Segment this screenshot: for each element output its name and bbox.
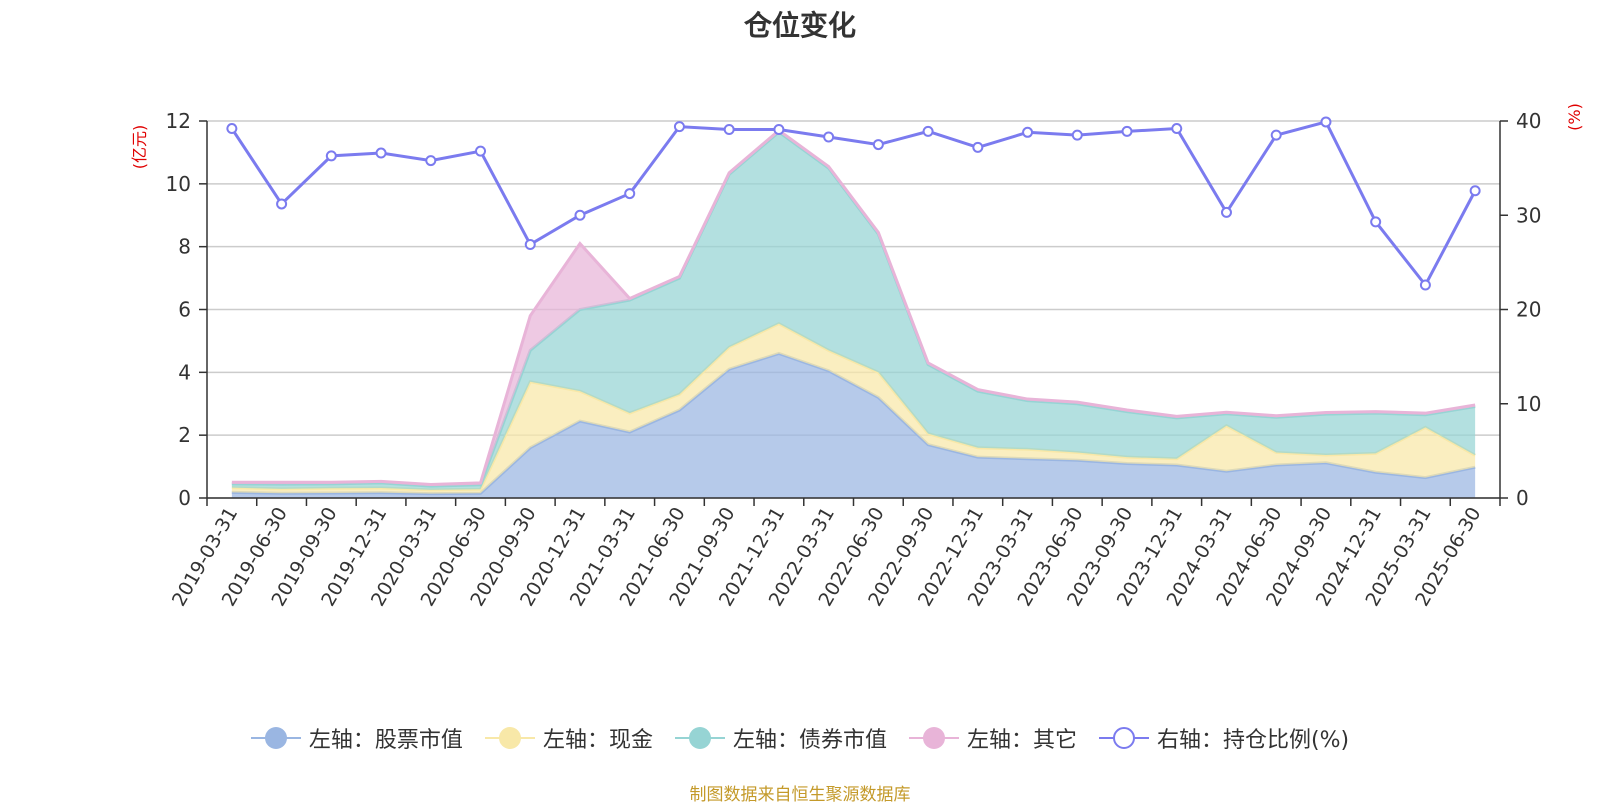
y-right-tick-label: 0 (1516, 486, 1529, 510)
ratio-point (1121, 125, 1133, 137)
ratio-point (1022, 126, 1034, 138)
legend-marker-icon (908, 725, 959, 751)
ratio-point (823, 131, 835, 143)
legend-marker-icon (484, 725, 535, 751)
ratio-point (773, 123, 785, 135)
y-right-tick-label: 10 (1516, 392, 1541, 416)
y-right-tick-label: 40 (1516, 109, 1541, 133)
ratio-point (375, 147, 387, 159)
ratio-point (1419, 279, 1431, 291)
area-line-stock (231, 351, 1476, 496)
ratio-point (226, 123, 238, 135)
y-left-tick-label: 6 (178, 298, 191, 322)
data-source-note: 制图数据来自恒生聚源数据库 (689, 785, 911, 805)
ratio-point (574, 209, 586, 221)
ratio-point (1220, 206, 1232, 218)
area-bond (231, 131, 1476, 490)
area-stock (231, 353, 1476, 498)
ratio-point (1270, 129, 1282, 141)
ratio-point (1171, 123, 1183, 135)
right-axis-unit: (%) (1565, 103, 1584, 131)
y-right-tick-label: 30 (1516, 203, 1541, 227)
y-left-tick-label: 10 (166, 172, 191, 196)
legend-item-cash[interactable]: 左轴：现金 (484, 722, 653, 754)
ratio-point (1370, 216, 1382, 228)
area-line-other (231, 128, 1476, 486)
legend-item-stock[interactable]: 左轴：股票市值 (250, 722, 463, 754)
ratio-point (475, 145, 487, 157)
ratio-point (325, 150, 337, 162)
y-left-tick-label: 12 (166, 109, 191, 133)
ratio-point (723, 123, 735, 135)
chart-legend: 左轴：股票市值 左轴：现金 左轴：债券市值 左轴：其它 右轴：持仓比例(%) (0, 722, 1600, 754)
ratio-point (1320, 116, 1332, 128)
ratio-point (524, 238, 536, 250)
legend-item-ratio[interactable]: 右轴：持仓比例(%) (1098, 722, 1350, 754)
legend-label: 左轴：现金 (542, 728, 653, 753)
legend-marker-icon (1098, 725, 1149, 751)
legend-marker-icon (674, 725, 725, 751)
y-left-tick-label: 8 (178, 235, 191, 259)
legend-marker-icon (250, 725, 301, 751)
ratio-line (230, 120, 1477, 288)
legend-label: 左轴：其它 (966, 728, 1077, 753)
ratio-point (1469, 185, 1481, 197)
ratio-point (673, 121, 685, 133)
y-left-tick-label: 2 (178, 423, 191, 447)
ratio-point (972, 141, 984, 153)
legend-label: 右轴：持仓比例(%) (1156, 728, 1350, 753)
y-right-tick-label: 20 (1516, 298, 1541, 322)
legend-label: 左轴：债券市值 (732, 728, 887, 753)
legend-item-other[interactable]: 左轴：其它 (908, 722, 1077, 754)
y-left-tick-label: 4 (178, 360, 191, 384)
y-left-tick-label: 0 (178, 486, 191, 510)
ratio-point (425, 155, 437, 167)
ratio-point (1071, 129, 1083, 141)
chart-title: 仓位变化 (743, 9, 856, 42)
ratio-point (872, 139, 884, 151)
legend-item-bond[interactable]: 左轴：债券市值 (674, 722, 887, 754)
ratio-point (922, 125, 934, 137)
legend-label: 左轴：股票市值 (308, 728, 463, 753)
ratio-point (624, 188, 636, 200)
ratio-point (276, 198, 288, 210)
left-axis-unit: (亿元) (130, 125, 149, 170)
